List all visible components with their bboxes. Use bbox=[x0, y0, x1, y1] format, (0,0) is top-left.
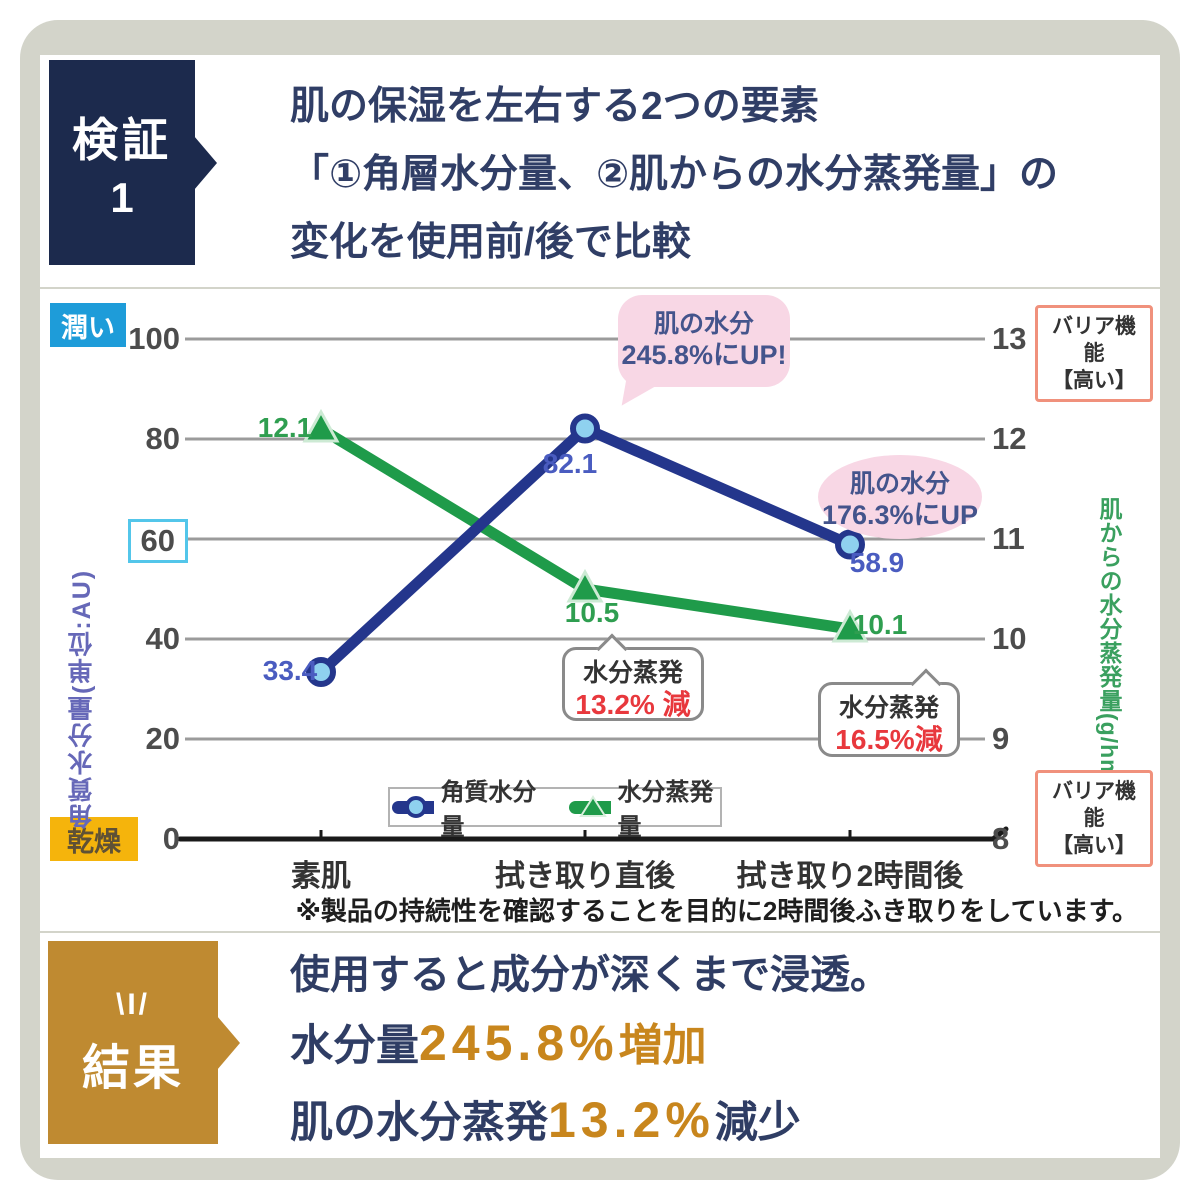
result-panel: \I/ 結果 使用すると成分が深くまで浸透。 水分量245.8%増加 肌の水分蒸… bbox=[40, 933, 1160, 1158]
left-axis-tick-40: 40 bbox=[145, 621, 180, 656]
left-axis-tick-20: 20 bbox=[145, 721, 180, 756]
bubble-after-line-1: 肌の水分 bbox=[849, 470, 950, 498]
callout-mid-line-1: 水分蒸発 bbox=[582, 659, 683, 687]
verification-badge-label: 検証 bbox=[72, 113, 172, 166]
evaporation-callout-last: 水分蒸発 16.5%減 bbox=[818, 682, 960, 757]
left-axis-tick-60: 60 bbox=[127, 519, 188, 563]
value-label-水分蒸発量-1: 10.5 bbox=[564, 597, 620, 628]
right-axis-tick-11: 11 bbox=[992, 521, 1025, 556]
barrier-top-line-1: バリア機能 bbox=[1052, 315, 1136, 365]
line-chart bbox=[177, 337, 1009, 842]
left-axis-tick-100: 100 bbox=[128, 321, 180, 356]
barrier-top-line-2: 【高い】 bbox=[1052, 369, 1136, 392]
value-label-水分蒸発量-2: 10.1 bbox=[852, 609, 908, 640]
result-text: 使用すると成分が深くまで浸透。 水分量245.8%増加 肌の水分蒸発13.2%減… bbox=[290, 947, 890, 1165]
verification-badge-number: 1 bbox=[110, 173, 134, 221]
left-axis-title: 角質水分量(単位:AU) bbox=[68, 568, 96, 830]
right-axis-tick-9: 9 bbox=[992, 721, 1010, 756]
bubble-after-line-2: 176.3%にUP bbox=[821, 500, 979, 530]
result-line-3-suffix: 減少 bbox=[714, 1099, 801, 1147]
barrier-function-box-bottom: バリア機能 【高い】 bbox=[1035, 770, 1153, 867]
page-title-line-1: 肌の保湿を左右する2つの要素 bbox=[290, 85, 819, 128]
dry-tag: 乾燥 bbox=[50, 817, 138, 861]
chart-panel: 潤い 乾燥 角質水分量(単位:AU) 肌からの水分蒸発量(g/hm₂) バリア機… bbox=[40, 289, 1160, 931]
value-label-角質水分量-0: 33.4 bbox=[262, 655, 318, 686]
value-label-角質水分量-2: 58.9 bbox=[849, 546, 905, 578]
value-label-角質水分量-1: 82.1 bbox=[542, 447, 598, 479]
callout-last-line-1: 水分蒸発 bbox=[838, 694, 939, 722]
right-axis-tick-8: 8 bbox=[992, 821, 1010, 856]
value-label-水分蒸発量-0: 12.1 bbox=[257, 412, 313, 443]
chart-legend: 角質水分量 水分蒸発量 bbox=[388, 779, 722, 841]
barrier-bottom-line-1: バリア機能 bbox=[1052, 780, 1136, 830]
verification-badge: 検証 1 bbox=[49, 60, 217, 265]
moisture-up-bubble-after: 肌の水分 176.3%にUP bbox=[818, 455, 982, 539]
chart-footnote: ※製品の持続性を確認することを目的に2時間後ふき取りをしています。 bbox=[295, 896, 1138, 926]
result-line-2: 水分量245.8%増加 bbox=[290, 1011, 890, 1088]
legend-marker-circle-icon bbox=[392, 796, 435, 818]
result-line-3: 肌の水分蒸発13.2%減少 bbox=[290, 1088, 890, 1165]
barrier-function-box-top: バリア機能 【高い】 bbox=[1035, 305, 1153, 402]
bubble-peak-line-1: 肌の水分 bbox=[653, 310, 754, 338]
result-badge: \I/ 結果 bbox=[48, 941, 240, 1144]
legend-label-moisture: 角質水分量 bbox=[440, 779, 537, 841]
result-line-3-value: 13.2% bbox=[548, 1092, 715, 1148]
legend-item-evaporation: 水分蒸発量 bbox=[567, 772, 720, 842]
moisture-up-bubble-peak: 肌の水分 245.8%にUP! bbox=[618, 295, 790, 387]
result-line-2-value: 245.8% bbox=[419, 1015, 619, 1071]
moist-tag: 潤い bbox=[50, 303, 126, 347]
result-line-2-suffix: 増加 bbox=[618, 1021, 707, 1070]
page-title: 肌の保湿を左右する2つの要素 「①角層水分量、②肌からの水分蒸発量」の 変化を使… bbox=[290, 73, 1058, 277]
x-category-label: 拭き取り直後 bbox=[495, 860, 675, 893]
sparkle-icon: \I/ bbox=[115, 987, 150, 1021]
verification-header-panel: 検証 1 肌の保湿を左右する2つの要素 「①角層水分量、②肌からの水分蒸発量」の… bbox=[40, 55, 1160, 287]
barrier-bottom-line-2: 【高い】 bbox=[1052, 834, 1136, 857]
evaporation-callout-mid: 水分蒸発 13.2% 減 bbox=[562, 647, 704, 721]
callout-last-line-2: 16.5%減 bbox=[835, 724, 943, 755]
callout-mid-line-2: 13.2% 減 bbox=[575, 689, 691, 720]
result-line-2-prefix: 水分量 bbox=[290, 1022, 419, 1070]
result-badge-label: 結果 bbox=[81, 1041, 184, 1095]
legend-marker-triangle-icon bbox=[569, 795, 612, 817]
x-category-label: 拭き取り2時間後 bbox=[736, 860, 964, 893]
legend-item-moisture: 角質水分量 bbox=[390, 772, 543, 842]
page-title-line-3: 変化を使用前/後で比較 bbox=[290, 221, 691, 264]
result-line-1: 使用すると成分が深くまで浸透。 bbox=[290, 953, 890, 997]
bubble-peak-line-2: 245.8%にUP! bbox=[621, 340, 787, 370]
left-axis-tick-0: 0 bbox=[162, 821, 180, 856]
right-axis-tick-13: 13 bbox=[992, 321, 1027, 356]
x-category-label: 素肌 bbox=[291, 860, 351, 893]
right-axis-tick-10: 10 bbox=[992, 621, 1027, 656]
right-axis-title: 肌からの水分蒸発量(g/hm₂) bbox=[1096, 497, 1122, 801]
page-title-line-2: 「①角層水分量、②肌からの水分蒸発量」の bbox=[290, 153, 1059, 196]
left-axis-tick-80: 80 bbox=[145, 421, 180, 456]
right-axis-tick-12: 12 bbox=[992, 421, 1027, 456]
result-line-3-prefix: 肌の水分蒸発 bbox=[290, 1099, 548, 1147]
legend-label-evaporation: 水分蒸発量 bbox=[617, 779, 714, 841]
